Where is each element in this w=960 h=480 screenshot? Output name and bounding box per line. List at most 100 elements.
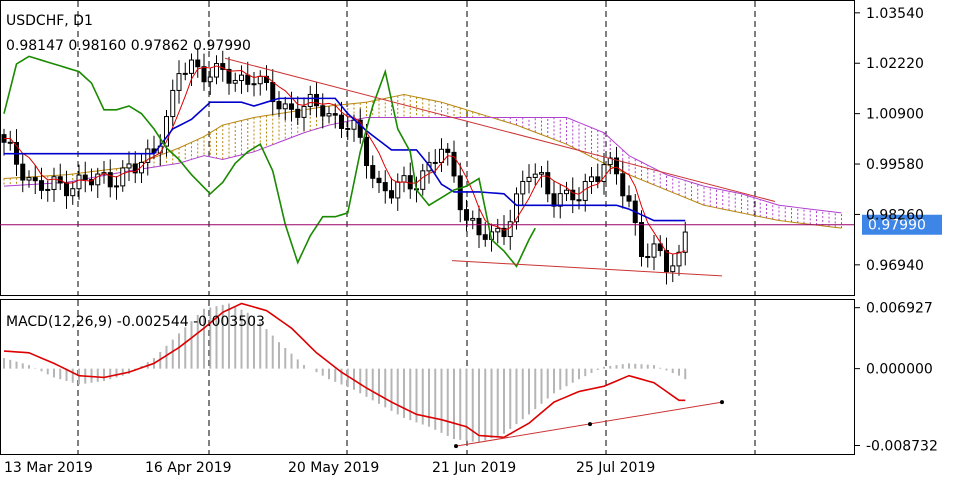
price-tick-label-0: 1.03540 [866,6,924,22]
price-tick-label-3: 0.99580 [866,157,924,173]
macd-anchor-0 [454,444,458,449]
candle-body-61 [382,182,388,192]
candle-body-105 [657,243,663,252]
candle-body-47 [295,108,301,118]
candle-body-84 [526,176,532,182]
candle-body-11 [70,188,76,197]
time-tick-label-0: 13 Mar 2019 [4,460,93,476]
candle-body-17 [107,172,113,188]
macd-anchor-1 [588,422,592,427]
candle-body-35 [220,63,226,70]
candle-body-83 [520,180,526,195]
candle-body-54 [339,114,344,129]
candle-body-57 [357,119,363,138]
candle-body-77 [482,234,488,240]
macd-tick-label-1: 0.000000 [866,362,933,378]
current-price-tag [862,214,942,235]
candle-body-37 [232,79,238,84]
candle-body-91 [570,189,576,201]
macd-panel-frame [0,299,855,455]
candle-body-36 [226,68,232,84]
candle-body-46 [289,103,294,110]
candle-body-60 [376,177,382,184]
candle-body-65 [407,175,413,190]
candle-body-76 [476,217,482,236]
ohlc-label: 0.98147 0.98160 0.97862 0.97990 [6,38,251,54]
price-tick-label-2: 1.00900 [866,107,924,123]
price-tick-label-1: 1.02220 [866,56,924,72]
candle-body-109 [682,231,688,253]
candle-body-74 [464,209,469,221]
candle-body-85 [532,173,538,178]
candle-body-52 [326,113,332,117]
candle-body-14 [89,179,94,186]
candle-body-43 [270,81,276,103]
candle-body-81 [507,221,513,238]
macd-anchor-2 [720,400,724,405]
candle-body-28 [176,73,182,91]
candle-body-27 [170,89,176,118]
candle-body-10 [64,182,69,197]
candle-body-32 [201,66,207,83]
macd-trend-anchors [454,400,724,449]
macd-tick-label-0: 0.006927 [866,301,933,317]
candle-body-82 [514,193,519,223]
price-tick-label-4: 0.98260 [866,207,924,223]
candle-body-50 [314,93,319,107]
main-panel-frame [0,0,855,296]
candle-body-23 [145,148,151,163]
candle-body-51 [320,105,326,117]
candle-body-103 [645,256,651,259]
candle-body-86 [539,172,544,175]
lower-trend-line [451,260,723,277]
candle-body-102 [639,222,644,258]
candle-body-92 [576,199,582,202]
candle-body-3 [20,163,26,181]
candles [1,48,688,285]
candle-body-63 [395,181,401,199]
candle-body-64 [401,175,407,183]
candle-body-98 [614,157,619,175]
candle-body-18 [114,185,119,188]
candle-body-7 [45,188,51,191]
candle-body-100 [626,195,632,202]
candle-body-26 [164,116,169,147]
candle-body-80 [501,227,507,238]
candle-body-73 [457,175,463,211]
candle-body-1 [7,141,13,144]
vertical-separators [77,1,756,454]
candle-body-15 [95,173,101,186]
candle-body-58 [364,136,369,167]
candle-body-21 [132,163,138,174]
candle-body-44 [276,101,282,110]
candle-body-97 [607,157,613,166]
candle-body-13 [82,174,88,181]
candle-body-6 [39,180,44,191]
candle-body-75 [470,217,476,221]
macd-axis: 0.006927 0.000000 -0.008732 [854,301,938,454]
candle-body-38 [239,74,244,81]
chikou-span-line [3,55,536,268]
candle-body-108 [676,251,682,267]
candle-body-88 [551,193,557,207]
candle-body-34 [214,63,219,78]
candle-body-62 [389,190,394,199]
candle-body-20 [126,163,132,169]
candle-body-95 [595,176,601,183]
candle-body-8 [51,176,57,190]
candle-body-59 [370,165,376,179]
candle-body-5 [32,177,38,182]
tenkan-sen-line [3,65,686,255]
candle-body-49 [307,93,313,107]
price-tick-label-5: 0.96940 [866,258,924,274]
macd-label: MACD(12,26,9) -0.002544 -0.003503 [6,314,265,330]
kijun-sen-line [4,97,686,222]
candle-body-4 [26,177,32,181]
candle-body-107 [670,265,676,273]
candle-body-71 [445,148,451,153]
time-axis: 13 Mar 2019 16 Apr 2019 20 May 2019 21 Jun … [4,460,655,476]
candle-body-70 [439,148,444,164]
candle-body-48 [301,105,307,118]
time-tick-label-4: 25 Jul 2019 [576,460,655,476]
